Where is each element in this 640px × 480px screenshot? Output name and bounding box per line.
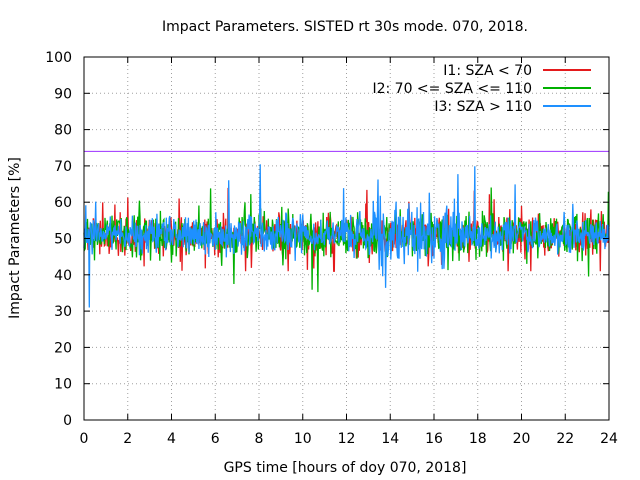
x-tick-label: 8 [255,431,264,447]
grid-lines [84,57,609,420]
x-tick-label: 10 [294,431,312,447]
y-tick-label: 30 [54,304,72,320]
y-tick-label: 0 [63,413,72,429]
legend-label: I3: SZA > 110 [434,99,532,115]
x-tick-label: 16 [425,431,443,447]
x-tick-label: 22 [556,431,574,447]
y-axis-label: Impact Parameters [%] [7,157,23,319]
x-tick-label: 24 [600,431,618,447]
x-tick-label: 6 [211,431,220,447]
x-tick-label: 2 [123,431,132,447]
axes-ticks: 0 2 4 6 8 10 12 14 16 18 20 22 240102030405060708090… [45,50,618,447]
series-line [83,164,610,308]
y-tick-label: 20 [54,340,72,356]
y-tick-label: 70 [54,159,72,175]
legend-label: I1: SZA < 70 [443,63,532,79]
legend-label: I2: 70 <= SZA <= 110 [372,81,532,97]
x-tick-label: 14 [381,431,399,447]
y-tick-label: 50 [54,232,72,248]
x-axis-label: GPS time [hours of doy 070, 2018] [224,460,467,476]
y-tick-label: 100 [45,50,72,66]
x-tick-label: 4 [167,431,176,447]
chart-title: Impact Parameters. SISTED rt 30s mode. 0… [162,19,528,35]
y-tick-label: 60 [54,195,72,211]
x-tick-label: 20 [513,431,531,447]
x-tick-label: 12 [338,431,356,447]
y-tick-label: 10 [54,377,72,393]
series-line [83,187,610,293]
y-tick-label: 40 [54,268,72,284]
x-tick-label: 18 [469,431,487,447]
y-tick-label: 80 [54,123,72,139]
x-tick-label: 0 [80,431,89,447]
series-group [83,164,610,308]
legend: I1: SZA < 70 I2: 70 <= SZA <= 110 I3: SZA … [372,63,591,115]
y-tick-label: 90 [54,86,72,102]
